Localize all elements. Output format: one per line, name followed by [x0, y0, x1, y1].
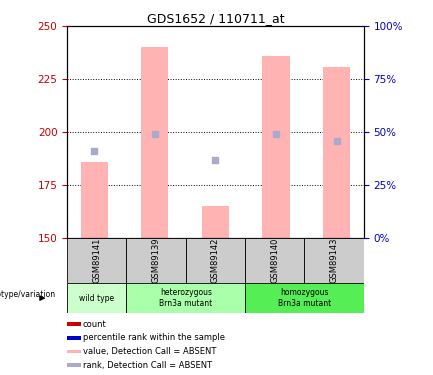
- Text: GSM89139: GSM89139: [152, 238, 161, 284]
- Bar: [67, 350, 81, 353]
- Text: GSM89141: GSM89141: [92, 238, 101, 284]
- Point: [333, 138, 340, 144]
- Bar: [67, 238, 126, 283]
- Text: percentile rank within the sample: percentile rank within the sample: [83, 333, 225, 342]
- Bar: [126, 238, 186, 283]
- Text: genotype/variation: genotype/variation: [0, 290, 55, 299]
- Bar: [67, 336, 81, 340]
- Text: count: count: [83, 320, 107, 329]
- Title: GDS1652 / 110711_at: GDS1652 / 110711_at: [147, 12, 284, 25]
- Bar: [186, 238, 245, 283]
- Bar: [141, 48, 168, 238]
- Point: [212, 157, 219, 163]
- Text: GSM89143: GSM89143: [330, 238, 339, 284]
- Point: [152, 131, 158, 137]
- Bar: [126, 283, 245, 313]
- Bar: [245, 238, 304, 283]
- Bar: [202, 206, 229, 238]
- Bar: [67, 322, 81, 326]
- Bar: [245, 283, 364, 313]
- Bar: [262, 56, 290, 238]
- Bar: [67, 283, 126, 313]
- Text: GSM89140: GSM89140: [270, 238, 279, 284]
- Bar: [67, 363, 81, 367]
- Text: heterozygous
Brn3a mutant: heterozygous Brn3a mutant: [159, 288, 212, 308]
- Text: rank, Detection Call = ABSENT: rank, Detection Call = ABSENT: [83, 361, 212, 370]
- Text: wild type: wild type: [79, 294, 114, 303]
- Bar: [304, 238, 364, 283]
- Text: GSM89142: GSM89142: [211, 238, 220, 284]
- Bar: [323, 66, 350, 238]
- Point: [91, 148, 98, 154]
- Text: value, Detection Call = ABSENT: value, Detection Call = ABSENT: [83, 347, 216, 356]
- Bar: [81, 162, 108, 238]
- Point: [272, 131, 279, 137]
- Text: homozygous
Brn3a mutant: homozygous Brn3a mutant: [278, 288, 331, 308]
